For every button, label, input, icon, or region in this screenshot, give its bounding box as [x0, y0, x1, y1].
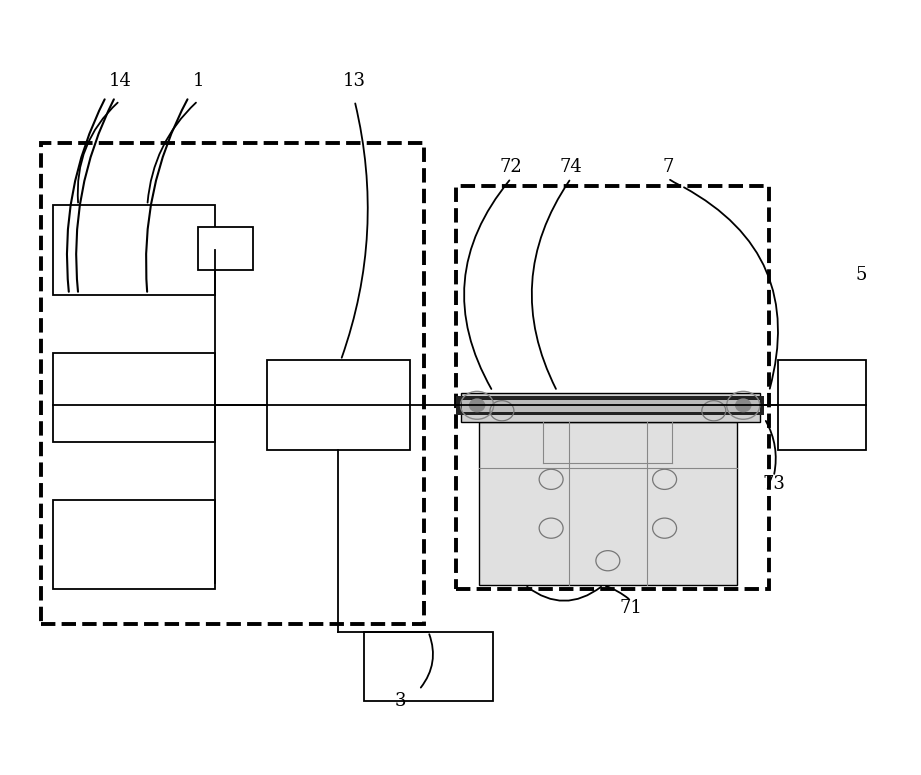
- Circle shape: [735, 398, 752, 412]
- Bar: [460, 393, 760, 422]
- Text: 13: 13: [344, 72, 366, 91]
- Bar: [267, 360, 410, 449]
- Bar: [778, 360, 866, 449]
- Bar: [53, 500, 215, 589]
- Text: 72: 72: [500, 157, 522, 176]
- Bar: [460, 399, 760, 412]
- Bar: [53, 205, 215, 294]
- Text: 14: 14: [109, 72, 131, 91]
- Bar: [456, 186, 769, 589]
- Text: 3: 3: [395, 692, 406, 711]
- Circle shape: [469, 398, 485, 412]
- Text: 73: 73: [763, 475, 785, 494]
- Bar: [456, 396, 764, 415]
- Text: 1: 1: [192, 72, 204, 91]
- Bar: [364, 632, 493, 701]
- Bar: [479, 422, 737, 585]
- Bar: [53, 353, 215, 442]
- Bar: [198, 227, 253, 270]
- Text: 7: 7: [662, 157, 673, 176]
- Text: 71: 71: [620, 599, 642, 618]
- Text: 5: 5: [856, 266, 867, 284]
- Bar: [41, 143, 424, 624]
- Text: 74: 74: [560, 157, 582, 176]
